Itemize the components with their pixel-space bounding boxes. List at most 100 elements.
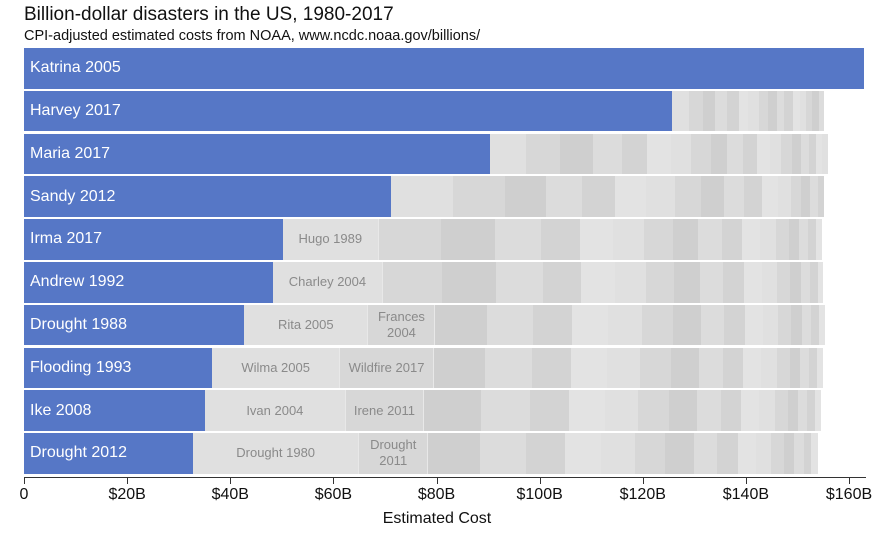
- bar-segment: [614, 262, 646, 303]
- bar-segment: [790, 176, 802, 217]
- bar-main: Andrew 1992: [24, 262, 274, 303]
- x-tick-label: $20B: [108, 486, 146, 503]
- bar-segment: [433, 347, 486, 389]
- bar-segment: [699, 347, 723, 389]
- bar-segment: [723, 176, 745, 217]
- bar-segment: [812, 90, 819, 132]
- bar-segment: [790, 262, 801, 303]
- x-tick: [849, 477, 850, 484]
- bar-segment: [724, 304, 745, 346]
- bar-segment: [688, 90, 703, 132]
- bar-segment-labeled: Charley 2004: [273, 262, 383, 303]
- bar-segment-labeled: Drought 1980: [193, 433, 360, 474]
- bar-segment: [770, 133, 782, 175]
- x-tick: [745, 477, 747, 484]
- bar-segment: [791, 133, 802, 175]
- bar-segment: [722, 347, 744, 389]
- bar-segment: [816, 133, 823, 175]
- bar-segment: [814, 390, 822, 431]
- bar-segment: [748, 90, 760, 132]
- bar-segment: [608, 304, 642, 346]
- bar-segment: [672, 219, 699, 260]
- bar-segment: [784, 90, 793, 132]
- bar-segment: [761, 262, 778, 303]
- bar-segment: [803, 433, 812, 474]
- bar-segment: [621, 133, 648, 175]
- bar-segment: [757, 133, 771, 175]
- bar-segment: [559, 133, 594, 175]
- bar-segment: [564, 433, 601, 474]
- bar-segment: [485, 347, 532, 389]
- bar-segment: [496, 262, 543, 303]
- bar-segment: [526, 133, 560, 175]
- bar-segment: [817, 262, 824, 303]
- x-axis-line: [24, 477, 866, 478]
- bar-segment: [541, 219, 580, 260]
- bar-segment: [809, 262, 818, 303]
- bar-segment: [800, 347, 810, 389]
- x-tick: [642, 477, 644, 484]
- bar-segment: [424, 390, 481, 431]
- bar-segment: [807, 390, 815, 431]
- bar-segment-labeled: Hugo 1989: [282, 219, 379, 260]
- bar-segment: [737, 433, 756, 474]
- bar-segment: [801, 176, 811, 217]
- x-tick-label: $120B: [619, 486, 666, 503]
- bar-segment: [727, 90, 740, 132]
- bar-segment: [784, 433, 795, 474]
- bar-segment: [759, 90, 769, 132]
- bar-segment: [739, 90, 749, 132]
- bar-segment: [818, 90, 824, 132]
- bar-segment-labeled: Irene 2011: [345, 390, 425, 431]
- bar-segment: [526, 433, 565, 474]
- bar-segment: [808, 133, 816, 175]
- bar-segment: [479, 433, 527, 474]
- bar-segment: [760, 219, 776, 260]
- bar-segment: [378, 219, 441, 260]
- bar-main: Drought 2012: [24, 433, 194, 474]
- bar-segment: [776, 90, 785, 132]
- bar-segment: [647, 133, 671, 175]
- bar-segment: [701, 304, 725, 346]
- bar-segment: [693, 433, 717, 474]
- bar-segment: [810, 304, 819, 346]
- bar-segment: [806, 90, 813, 132]
- bar-segment: [818, 304, 825, 346]
- bar-segment: [761, 347, 777, 389]
- x-axis-label: Estimated Cost: [382, 510, 492, 527]
- bar-segment: [789, 347, 801, 389]
- bar-segment: [670, 133, 692, 175]
- bar-segment: [671, 347, 700, 389]
- bar-segment: [391, 176, 453, 217]
- bar-segment: [791, 304, 802, 346]
- x-tick: [539, 477, 541, 484]
- bar-segment: [691, 133, 711, 175]
- bar-segment-labeled: Wildfire 2017: [340, 347, 434, 389]
- bar-segment: [570, 347, 607, 389]
- bar-segment: [702, 90, 715, 132]
- bar-segment: [822, 133, 829, 175]
- bar-segment: [480, 390, 530, 431]
- bar-segment: [638, 390, 670, 431]
- bar-segment: [743, 347, 762, 389]
- bar-segment: [781, 133, 792, 175]
- x-tick: [24, 477, 25, 484]
- bar-segment: [542, 262, 582, 303]
- bar-segment: [644, 219, 673, 260]
- bar-segment: [600, 433, 635, 474]
- x-tick: [127, 477, 129, 484]
- bar-segment: [762, 304, 779, 346]
- bar-segment: [674, 262, 700, 303]
- bar-segment-labeled: Frances 2004: [368, 304, 436, 346]
- bar-segment: [699, 262, 724, 303]
- bar-segment: [435, 304, 488, 346]
- x-tick-label: $140B: [722, 486, 770, 503]
- bar-segment: [792, 90, 801, 132]
- bar-segment: [776, 347, 790, 389]
- bar-segment: [700, 176, 724, 217]
- bar-segment: [811, 433, 818, 474]
- bar-segment: [774, 390, 788, 431]
- bar-segment: [778, 304, 792, 346]
- bar-segment-labeled: Ivan 2004: [204, 390, 346, 431]
